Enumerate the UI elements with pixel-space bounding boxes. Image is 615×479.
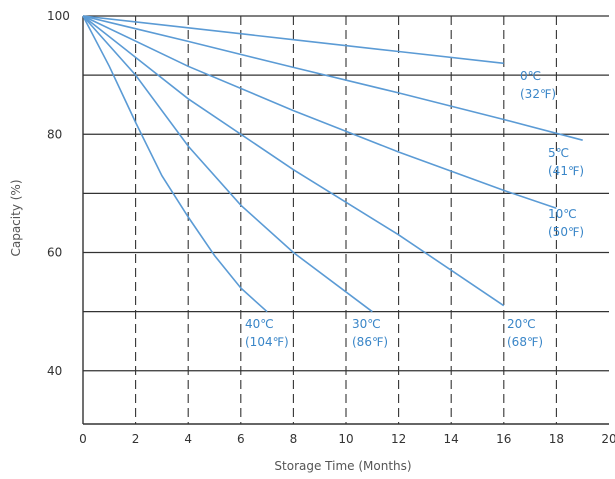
series-label-5: 40℃	[245, 317, 274, 331]
y-tick-label: 60	[47, 246, 62, 260]
series-lines	[82, 15, 583, 313]
y-axis-label: Capacity (%)	[9, 179, 23, 256]
grid	[82, 15, 609, 425]
series-line-5	[82, 15, 268, 313]
axis-ticks: 0 2 4 6 8 10 12 14 16 18 20 100 80 60 40	[47, 9, 615, 446]
series-line-1	[82, 15, 583, 141]
series-label-1: 5℃	[548, 146, 569, 160]
series-label-0: (32℉)	[520, 87, 556, 101]
series-line-0	[82, 15, 504, 65]
series-label-3: (68℉)	[507, 335, 543, 349]
series-label-2: (50℉)	[548, 225, 584, 239]
x-axis-label: Storage Time (Months)	[274, 459, 411, 473]
x-tick-label: 12	[391, 432, 406, 446]
series-label-2: 10℃	[548, 207, 577, 221]
series-label-1: (41℉)	[548, 164, 584, 178]
x-tick-label: 0	[79, 432, 87, 446]
series-line-3	[82, 15, 505, 307]
x-tick-label: 6	[237, 432, 245, 446]
x-tick-label: 8	[290, 432, 298, 446]
x-tick-label: 2	[132, 432, 140, 446]
series-line-2	[82, 15, 557, 209]
series-label-0: 0℃	[520, 69, 541, 83]
x-tick-label: 20	[601, 432, 615, 446]
x-tick-label: 14	[444, 432, 459, 446]
x-tick-label: 10	[338, 432, 353, 446]
series-label-4: 30℃	[352, 317, 381, 331]
series-labels: 0℃ (32℉) 5℃ (41℉) 10℃ (50℉) 20℃ (68℉) 30℃ (86℉) 40…	[245, 69, 584, 349]
series-line-4	[82, 15, 373, 313]
series-label-4: (86℉)	[352, 335, 388, 349]
x-tick-label: 18	[549, 432, 564, 446]
series-label-5: (104℉)	[245, 335, 289, 349]
x-tick-label: 4	[184, 432, 192, 446]
y-tick-label: 40	[47, 364, 62, 378]
x-tick-label: 16	[496, 432, 511, 446]
y-tick-label: 80	[47, 127, 62, 141]
series-label-3: 20℃	[507, 317, 536, 331]
y-tick-label: 100	[47, 9, 70, 23]
